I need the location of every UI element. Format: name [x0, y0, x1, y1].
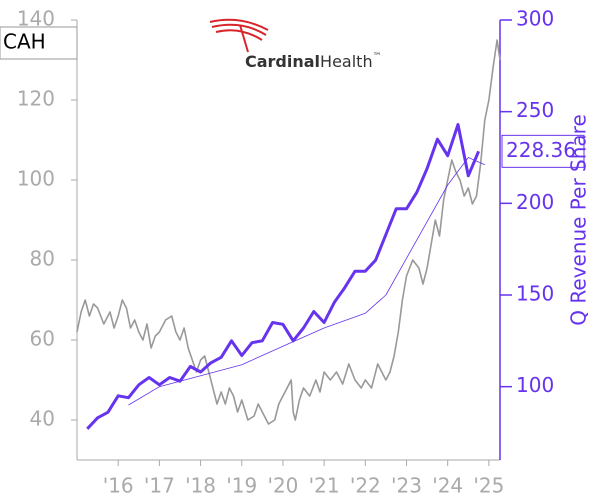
y-tick-label: 120: [17, 87, 55, 111]
x-tick-label: '19: [226, 474, 257, 498]
y-tick-label: 60: [30, 327, 55, 351]
y-tick-label: 80: [30, 247, 55, 271]
ticker-box: [0, 26, 78, 60]
logo-suffix: Health: [320, 52, 373, 71]
y2-tick-label: 250: [516, 98, 554, 122]
y2-tick-label: 150: [516, 282, 554, 306]
x-tick-label: '24: [432, 474, 463, 498]
x-tick-label: '16: [103, 474, 134, 498]
logo-text: CardinalHealth™: [245, 52, 382, 71]
logo: CardinalHealth™: [209, 18, 382, 71]
last-value-label: 228.36: [506, 138, 576, 162]
x-tick-label: '25: [473, 474, 504, 498]
y2-tick-label: 300: [516, 7, 554, 31]
y2-axis-title: Q Revenue Per Share: [567, 114, 591, 326]
x-tick-label: '21: [309, 474, 340, 498]
x-tick-label: '18: [185, 474, 216, 498]
last-value-box: [501, 134, 585, 168]
logo-tm: ™: [373, 52, 382, 62]
logo-mark: [209, 18, 269, 53]
y2-tick-label: 100: [516, 373, 554, 397]
series-line: [86, 123, 480, 430]
x-tick-label: '23: [391, 474, 422, 498]
series-line: [76, 39, 501, 425]
x-tick-label: '22: [350, 474, 381, 498]
y-tick-label: 40: [30, 407, 55, 431]
x-tick-label: '20: [267, 474, 298, 498]
y2-tick-label: 200: [516, 190, 554, 214]
logo-brand: Cardinal: [245, 52, 320, 71]
y-tick-label: 100: [17, 167, 55, 191]
x-tick-label: '17: [144, 474, 175, 498]
series-line: [128, 157, 485, 406]
ticker: CAH: [3, 30, 46, 54]
